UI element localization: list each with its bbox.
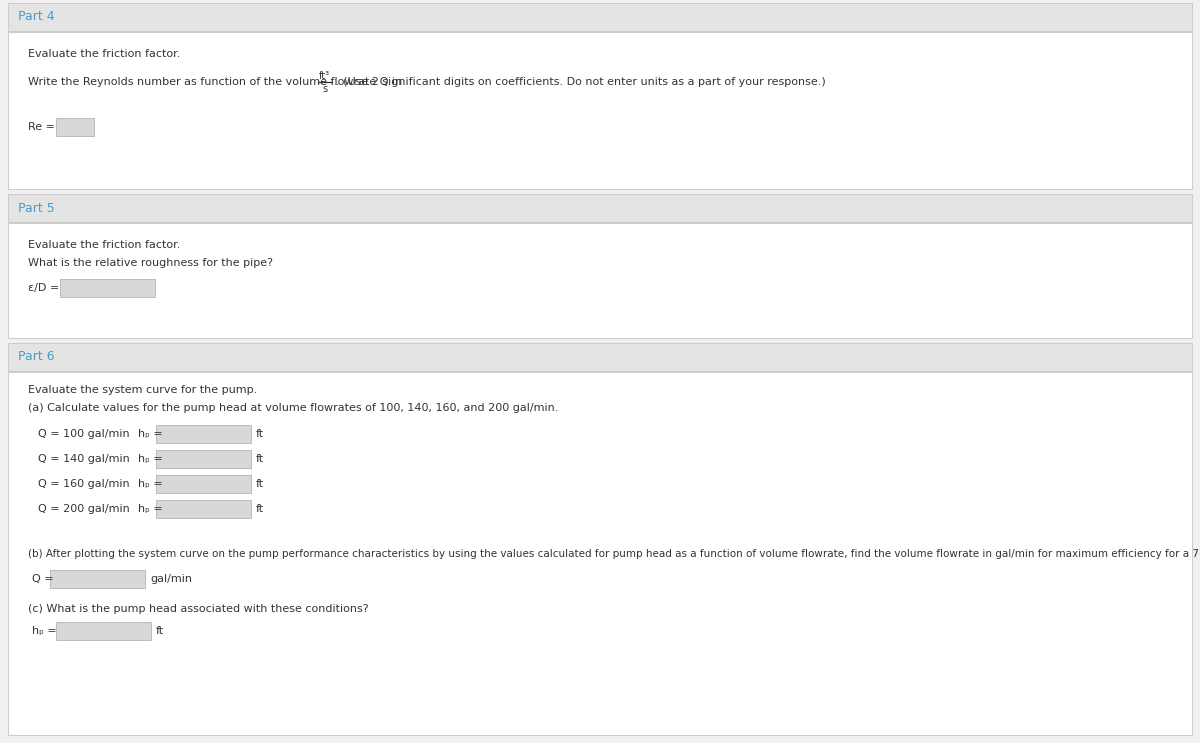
- Text: Part 4: Part 4: [18, 10, 55, 24]
- Text: hₚ =: hₚ =: [32, 626, 56, 636]
- Text: s: s: [322, 84, 328, 94]
- Bar: [8, 32, 1192, 189]
- Bar: [56, 118, 94, 136]
- Text: Q =: Q =: [32, 574, 54, 584]
- Text: hₚ =: hₚ =: [138, 479, 163, 489]
- Text: ft³: ft³: [319, 71, 330, 81]
- Text: Part 5: Part 5: [18, 201, 55, 215]
- Text: Re =: Re =: [28, 122, 55, 132]
- Text: Evaluate the system curve for the pump.: Evaluate the system curve for the pump.: [28, 385, 257, 395]
- Text: Evaluate the friction factor.: Evaluate the friction factor.: [28, 49, 180, 59]
- Bar: [50, 570, 145, 588]
- Text: Evaluate the friction factor.: Evaluate the friction factor.: [28, 240, 180, 250]
- Bar: [156, 500, 251, 518]
- Bar: [8, 194, 1192, 222]
- Text: (c) What is the pump head associated with these conditions?: (c) What is the pump head associated wit…: [28, 604, 368, 614]
- Text: (a) Calculate values for the pump head at volume flowrates of 100, 140, 160, and: (a) Calculate values for the pump head a…: [28, 403, 558, 413]
- Text: Q = 160 gal/min: Q = 160 gal/min: [38, 479, 130, 489]
- Bar: [8, 3, 1192, 31]
- Text: Q = 100 gal/min: Q = 100 gal/min: [38, 429, 130, 439]
- Text: ft: ft: [256, 504, 264, 514]
- Text: (b) After plotting the system curve on the pump performance characteristics by u: (b) After plotting the system curve on t…: [28, 549, 1200, 559]
- Text: . (Use 2 significant digits on coefficients. Do not enter units as a part of you: . (Use 2 significant digits on coefficie…: [336, 77, 826, 87]
- Text: Write the Reynolds number as function of the volume flowrate Q in: Write the Reynolds number as function of…: [28, 77, 402, 87]
- Bar: [156, 475, 251, 493]
- Text: Q = 200 gal/min: Q = 200 gal/min: [38, 504, 130, 514]
- Text: Q = 140 gal/min: Q = 140 gal/min: [38, 454, 130, 464]
- Bar: [8, 223, 1192, 338]
- Text: ft: ft: [256, 429, 264, 439]
- Bar: [56, 622, 151, 640]
- Text: Part 6: Part 6: [18, 351, 55, 363]
- Text: ft: ft: [156, 626, 164, 636]
- Text: ε/D =: ε/D =: [28, 283, 59, 293]
- Text: ft: ft: [256, 479, 264, 489]
- Text: hₚ =: hₚ =: [138, 504, 163, 514]
- Text: hₚ =: hₚ =: [138, 454, 163, 464]
- Bar: [156, 425, 251, 443]
- Bar: [60, 279, 155, 297]
- Bar: [8, 372, 1192, 735]
- Text: What is the relative roughness for the pipe?: What is the relative roughness for the p…: [28, 258, 274, 268]
- Text: ft: ft: [256, 454, 264, 464]
- Text: gal/min: gal/min: [150, 574, 192, 584]
- Text: hₚ =: hₚ =: [138, 429, 163, 439]
- Bar: [156, 450, 251, 468]
- Bar: [8, 343, 1192, 371]
